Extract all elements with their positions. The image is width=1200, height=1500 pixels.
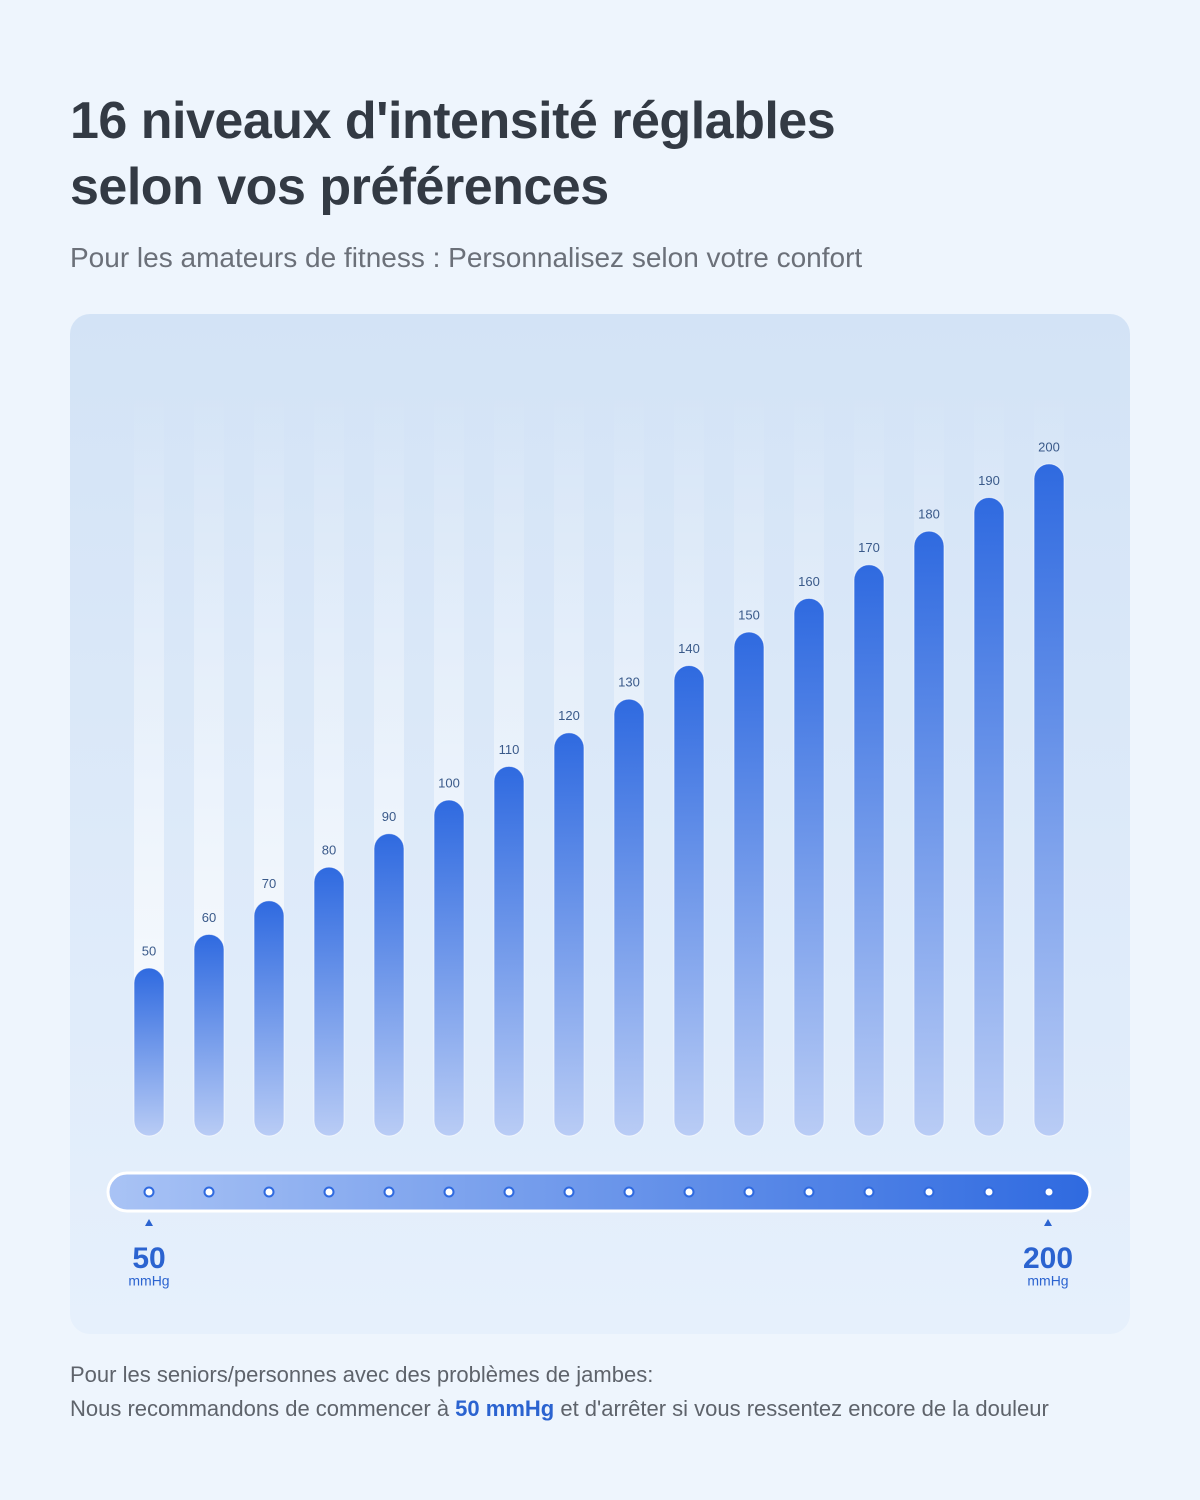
bar	[313, 866, 345, 1137]
bar-track	[134, 390, 164, 1136]
footer-text: et d'arrêter si vous ressentez encore de…	[554, 1396, 1049, 1421]
bar	[193, 933, 225, 1137]
slider-dot	[143, 1186, 155, 1198]
title: 16 niveaux d'intensité réglables selon v…	[70, 92, 836, 216]
slider-dot	[203, 1186, 215, 1198]
slider	[106, 1171, 1092, 1213]
value-label: 120	[558, 708, 580, 723]
bar	[733, 631, 765, 1137]
slider-dot	[623, 1186, 635, 1198]
bar	[1033, 463, 1065, 1137]
slider-dot	[1043, 1186, 1055, 1198]
bar	[613, 698, 645, 1137]
value-label: 190	[978, 473, 1000, 488]
plot: 50 60 70 80 90 100 110 120 130 140 150 160 170 180 190…	[133, 390, 1065, 1198]
range-max-unit: mmHg	[1027, 1273, 1068, 1289]
slider-dot	[863, 1186, 875, 1198]
value-label: 200	[1038, 439, 1060, 454]
bar	[853, 564, 885, 1137]
footer-text: Nous recommandons de commencer à	[70, 1396, 456, 1421]
bar	[793, 597, 825, 1137]
value-label: 180	[918, 507, 940, 522]
value-label: 60	[202, 910, 216, 925]
slider-dot	[563, 1186, 575, 1198]
slider-dot	[263, 1186, 275, 1198]
slider-dot	[743, 1186, 755, 1198]
subtitle: Pour les amateurs de fitness : Personnal…	[70, 242, 863, 273]
value-label: 70	[262, 876, 276, 891]
bar	[133, 967, 165, 1137]
bar	[973, 497, 1005, 1137]
footer-line: Nous recommandons de commencer à 50 mmHg…	[70, 1396, 1049, 1422]
slider-dot	[983, 1186, 995, 1198]
value-label: 140	[678, 641, 700, 656]
value-label: 170	[858, 540, 880, 555]
slider-dot	[383, 1186, 395, 1198]
value-label: 110	[499, 742, 520, 757]
value-label: 50	[142, 943, 156, 958]
range-min: 50	[132, 1242, 165, 1275]
slider-dot	[443, 1186, 455, 1198]
slider-dot	[803, 1186, 815, 1198]
bar	[673, 665, 705, 1137]
value-label: 150	[738, 607, 760, 622]
bar	[433, 799, 465, 1137]
range-min-unit: mmHg	[128, 1273, 169, 1289]
footer-line: Pour les seniors/personnes avec des prob…	[70, 1362, 654, 1387]
slider-dot	[683, 1186, 695, 1198]
bar	[553, 732, 585, 1137]
bar	[253, 900, 285, 1137]
value-label: 130	[618, 675, 640, 690]
value-label: 160	[798, 574, 820, 589]
bar	[373, 833, 405, 1137]
footer-highlight: 50 mmHg	[455, 1396, 555, 1421]
slider-dot	[923, 1186, 935, 1198]
bar	[493, 765, 525, 1137]
slider-dot	[503, 1186, 515, 1198]
bar	[913, 530, 945, 1137]
value-label: 80	[322, 843, 336, 858]
value-label: 100	[438, 775, 460, 790]
value-label: 90	[382, 809, 396, 824]
slider-dot	[323, 1186, 335, 1198]
range-max: 200	[1023, 1242, 1073, 1275]
